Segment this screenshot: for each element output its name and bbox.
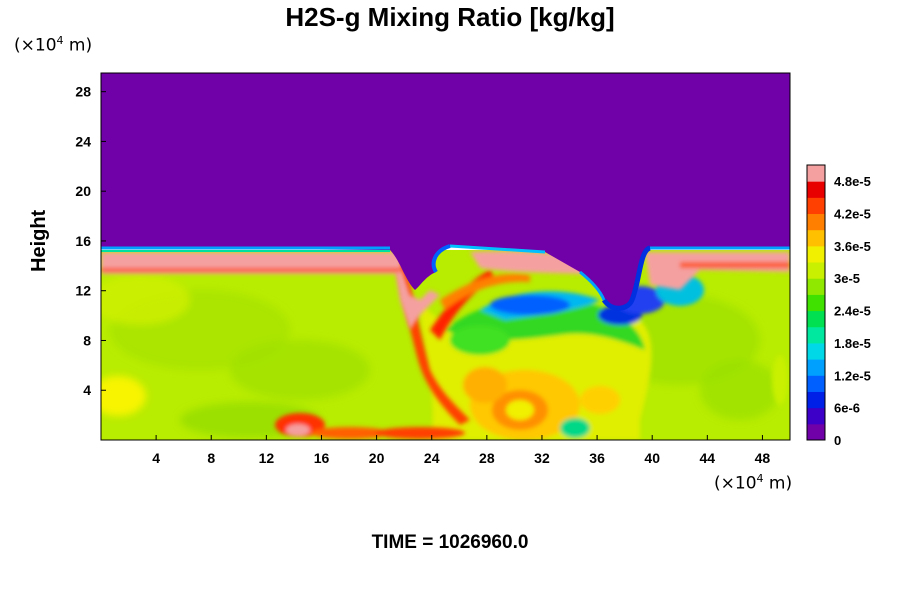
plume (420, 274, 704, 440)
colorbar-swatch (807, 342, 825, 360)
x-axis-unit: (×104 m) (714, 472, 793, 494)
x-tick-label: 32 (534, 450, 550, 466)
x-tick-label: 36 (589, 450, 605, 466)
colorbar-swatch (807, 262, 825, 279)
colorbar-swatch (807, 294, 825, 312)
colorbar-label: 4.2e-5 (834, 207, 871, 222)
x-tick-label: 16 (314, 450, 330, 466)
colorbar-label: 2.4e-5 (834, 304, 871, 319)
time-label: TIME = 1026960.0 (371, 532, 529, 553)
x-tick-label: 48 (755, 450, 771, 466)
chart-title: H2S-g Mixing Ratio [kg/kg] (285, 2, 615, 32)
colorbar-swatch (807, 213, 825, 231)
y-tick-label: 12 (75, 283, 91, 299)
y-tick-label: 28 (75, 84, 91, 100)
cap-layer (101, 251, 790, 330)
x-tick-label: 20 (369, 450, 385, 466)
colorbar-swatch (807, 310, 825, 328)
colorbar-swatch (807, 229, 825, 247)
colorbar: 0 6e-6 1.2e-5 1.8e-5 2.4e-5 3e-5 3.6e-5 4.2e-5 4… (806, 164, 871, 448)
colorbar-swatch (807, 278, 825, 295)
colorbar-label: 1.8e-5 (834, 336, 871, 351)
y-axis: 4 8 12 16 20 24 28 (75, 84, 106, 398)
colorbar-swatch (807, 181, 825, 198)
x-tick-label: 44 (700, 450, 716, 466)
x-tick-label: 4 (152, 450, 160, 466)
colorbar-swatch (807, 245, 825, 263)
upper-layer (101, 73, 790, 309)
x-tick-label: 8 (207, 450, 215, 466)
colorbar-label: 1.2e-5 (834, 368, 871, 383)
y-tick-label: 20 (75, 183, 91, 199)
colorbar-swatch (807, 407, 825, 425)
colorbar-swatch (807, 359, 825, 376)
heatmap-field (101, 73, 790, 440)
colorbar-swatch (807, 165, 825, 182)
colorbar-swatch (807, 197, 825, 215)
colorbar-swatch (807, 326, 825, 344)
colorbar-frame (806, 164, 826, 441)
y-axis-unit: (×104 m) (14, 34, 93, 56)
y-tick-label: 4 (83, 382, 91, 398)
y-tick-label: 8 (83, 332, 91, 348)
x-axis: 4 8 12 16 20 24 28 32 36 40 44 48 (152, 435, 770, 466)
colorbar-label: 3.6e-5 (834, 239, 871, 254)
red-filament (275, 250, 788, 439)
colorbar-label: 3e-5 (834, 271, 860, 286)
x-tick-label: 12 (259, 450, 275, 466)
colorbar-swatch (807, 391, 825, 409)
x-tick-label: 40 (644, 450, 660, 466)
colorbar-label: 6e-6 (834, 401, 860, 416)
y-tick-label: 24 (75, 133, 91, 149)
x-tick-label: 28 (479, 450, 495, 466)
x-tick-label: 24 (424, 450, 440, 466)
lower-layer-texture (101, 275, 780, 438)
colorbar-swatch (807, 423, 825, 441)
colorbar-label: 0 (834, 433, 841, 448)
colorbar-swatch (807, 375, 825, 392)
plot-frame (100, 72, 791, 441)
y-tick-label: 16 (75, 233, 91, 249)
colorbar-label: 4.8e-5 (834, 174, 871, 189)
